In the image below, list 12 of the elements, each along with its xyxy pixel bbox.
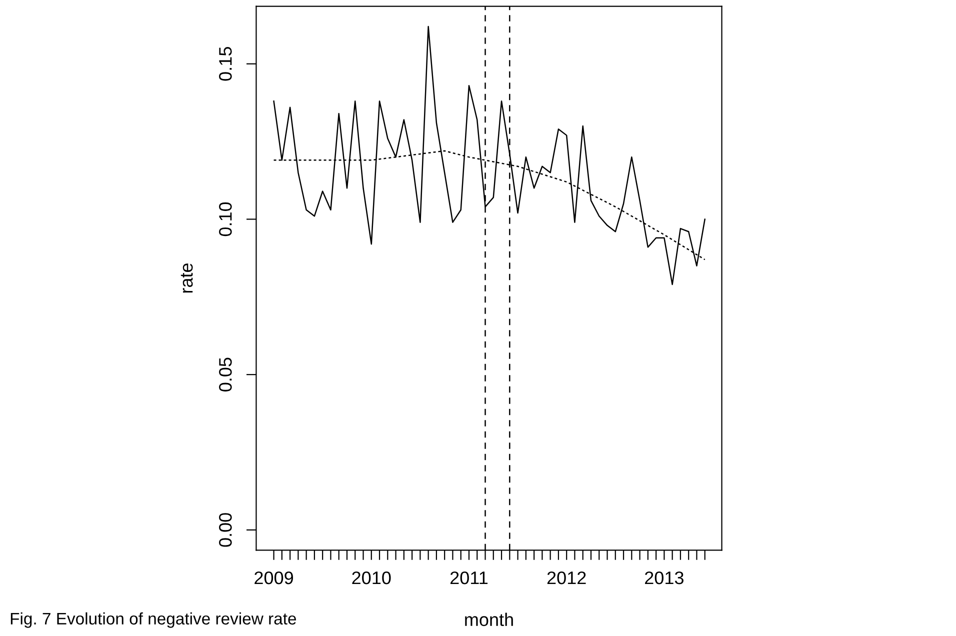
y-axis-title: rate	[180, 263, 193, 293]
caption: Fig. 7 Evolution of negative review rate	[10, 612, 296, 628]
x-axis-title: month	[465, 612, 513, 626]
x-tick-label: 2011	[450, 571, 488, 584]
x-tick-label: 2013	[645, 571, 684, 584]
x-tick-label: 2010	[352, 571, 391, 584]
y-tick-label: 0.00	[219, 513, 232, 547]
x-tick-label: 2012	[547, 571, 586, 584]
x-tick-label: 2009	[254, 571, 294, 584]
y-tick-label: 0.05	[219, 358, 232, 392]
y-tick-label: 0.10	[219, 202, 232, 236]
y-tick-label: 0.15	[219, 47, 232, 81]
